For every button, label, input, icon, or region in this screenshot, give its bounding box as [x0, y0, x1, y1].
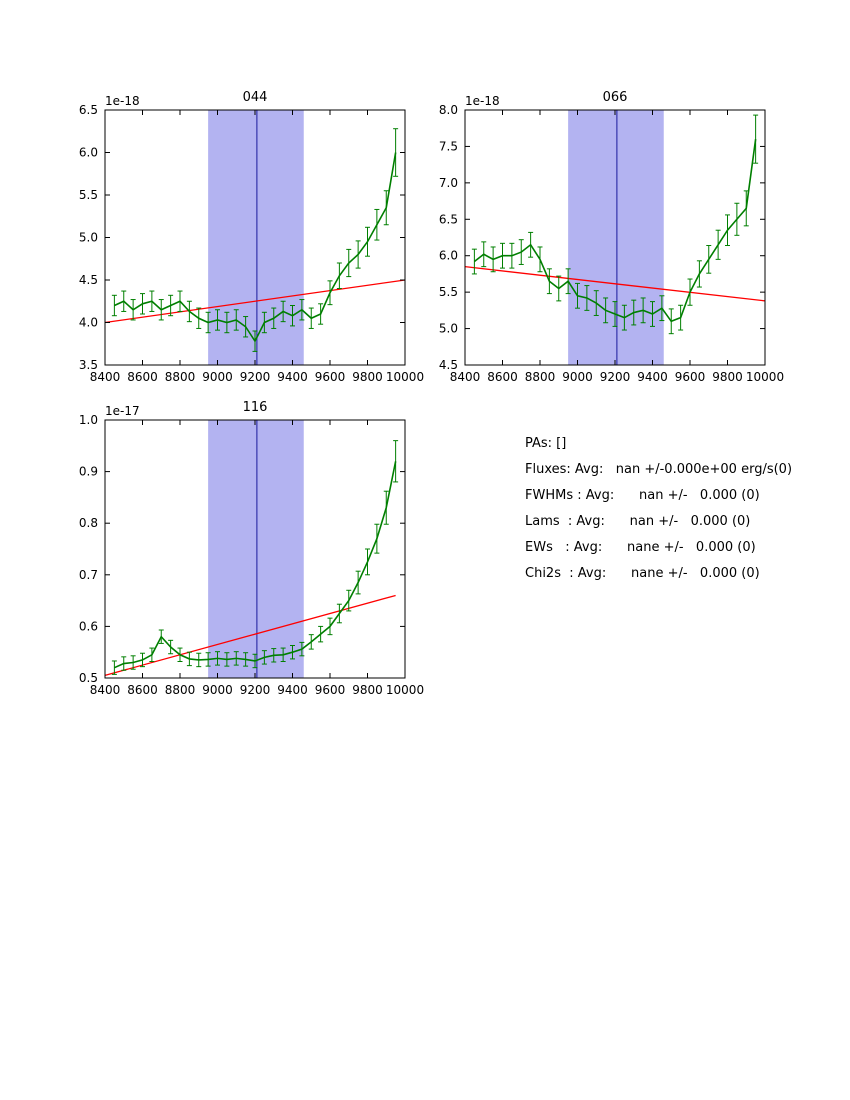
svg-text:10000: 10000: [386, 683, 424, 697]
plot-044-chart: 8400 8600 8800 9000 9200 9400 9600 9800 10000 3.5…: [79, 90, 424, 384]
svg-text:066: 066: [603, 90, 628, 105]
svg-text:5.0: 5.0: [439, 322, 458, 336]
svg-text:8800: 8800: [165, 683, 196, 697]
svg-text:116: 116: [243, 400, 268, 415]
svg-text:9000: 9000: [562, 370, 593, 384]
svg-text:1e-18: 1e-18: [465, 94, 500, 108]
svg-text:3.5: 3.5: [79, 358, 98, 372]
stats-panel: PAs: [] Fluxes: Avg: nan +/-0.000e+00 er…: [525, 431, 792, 587]
svg-text:044: 044: [243, 90, 268, 105]
svg-text:8600: 8600: [487, 370, 518, 384]
svg-text:0.8: 0.8: [79, 516, 98, 530]
svg-text:8800: 8800: [525, 370, 556, 384]
svg-text:10000: 10000: [386, 370, 424, 384]
svg-text:7.0: 7.0: [439, 176, 458, 190]
svg-text:8800: 8800: [165, 370, 196, 384]
svg-text:0.7: 0.7: [79, 568, 98, 582]
svg-text:9800: 9800: [712, 370, 743, 384]
svg-text:9200: 9200: [240, 370, 271, 384]
svg-text:9600: 9600: [315, 683, 346, 697]
svg-text:1e-18: 1e-18: [105, 94, 140, 108]
svg-text:8400: 8400: [450, 370, 481, 384]
stats-line-ews: EWs : Avg: nane +/- 0.000 (0): [525, 540, 756, 555]
svg-text:4.5: 4.5: [79, 273, 98, 287]
svg-text:0.6: 0.6: [79, 619, 98, 633]
svg-text:8400: 8400: [90, 683, 121, 697]
svg-text:9400: 9400: [277, 370, 308, 384]
svg-text:9000: 9000: [202, 683, 233, 697]
svg-text:6.0: 6.0: [79, 146, 98, 160]
svg-text:4.5: 4.5: [439, 358, 458, 372]
svg-text:9400: 9400: [637, 370, 668, 384]
svg-text:8.0: 8.0: [439, 103, 458, 117]
svg-text:4.0: 4.0: [79, 316, 98, 330]
plot-066: 8400 8600 8800 9000 9200 9400 9600 9800 10000 4.5…: [420, 85, 790, 385]
svg-text:9800: 9800: [352, 683, 383, 697]
svg-text:0.5: 0.5: [79, 671, 98, 685]
svg-text:6.5: 6.5: [79, 103, 98, 117]
plot-066-chart: 8400 8600 8800 9000 9200 9400 9600 9800 10000 4.5…: [439, 90, 784, 384]
svg-text:5.5: 5.5: [439, 285, 458, 299]
svg-text:10000: 10000: [746, 370, 784, 384]
stats-line-chi2s: Chi2s : Avg: nane +/- 0.000 (0): [525, 566, 760, 581]
plot-116-chart: 8400 8600 8800 9000 9200 9400 9600 9800 10000 0.5…: [79, 400, 424, 697]
svg-text:1.0: 1.0: [79, 413, 98, 427]
stats-line-fluxes: Fluxes: Avg: nan +/-0.000e+00 erg/s(0): [525, 462, 793, 477]
plot-044: 8400 8600 8800 9000 9200 9400 9600 9800 10000 3.5…: [60, 85, 430, 385]
svg-text:8600: 8600: [127, 683, 158, 697]
svg-text:5.0: 5.0: [79, 231, 98, 245]
svg-text:9600: 9600: [315, 370, 346, 384]
svg-text:8400: 8400: [90, 370, 121, 384]
stats-line-pas: PAs: []: [525, 436, 567, 451]
svg-text:7.5: 7.5: [439, 139, 458, 153]
svg-text:9400: 9400: [277, 683, 308, 697]
svg-text:5.5: 5.5: [79, 188, 98, 202]
stats-line-lams: Lams : Avg: nan +/- 0.000 (0): [525, 514, 751, 529]
plot-116: 8400 8600 8800 9000 9200 9400 9600 9800 10000 0.5…: [60, 395, 430, 700]
svg-text:8600: 8600: [127, 370, 158, 384]
stats-line-fwhms: FWHMs : Avg: nan +/- 0.000 (0): [525, 488, 760, 503]
svg-text:9000: 9000: [202, 370, 233, 384]
svg-text:9600: 9600: [675, 370, 706, 384]
svg-text:1e-17: 1e-17: [105, 404, 140, 418]
svg-text:0.9: 0.9: [79, 465, 98, 479]
svg-text:9800: 9800: [352, 370, 383, 384]
svg-text:6.0: 6.0: [439, 249, 458, 263]
svg-text:6.5: 6.5: [439, 212, 458, 226]
svg-text:9200: 9200: [240, 683, 271, 697]
svg-text:9200: 9200: [600, 370, 631, 384]
